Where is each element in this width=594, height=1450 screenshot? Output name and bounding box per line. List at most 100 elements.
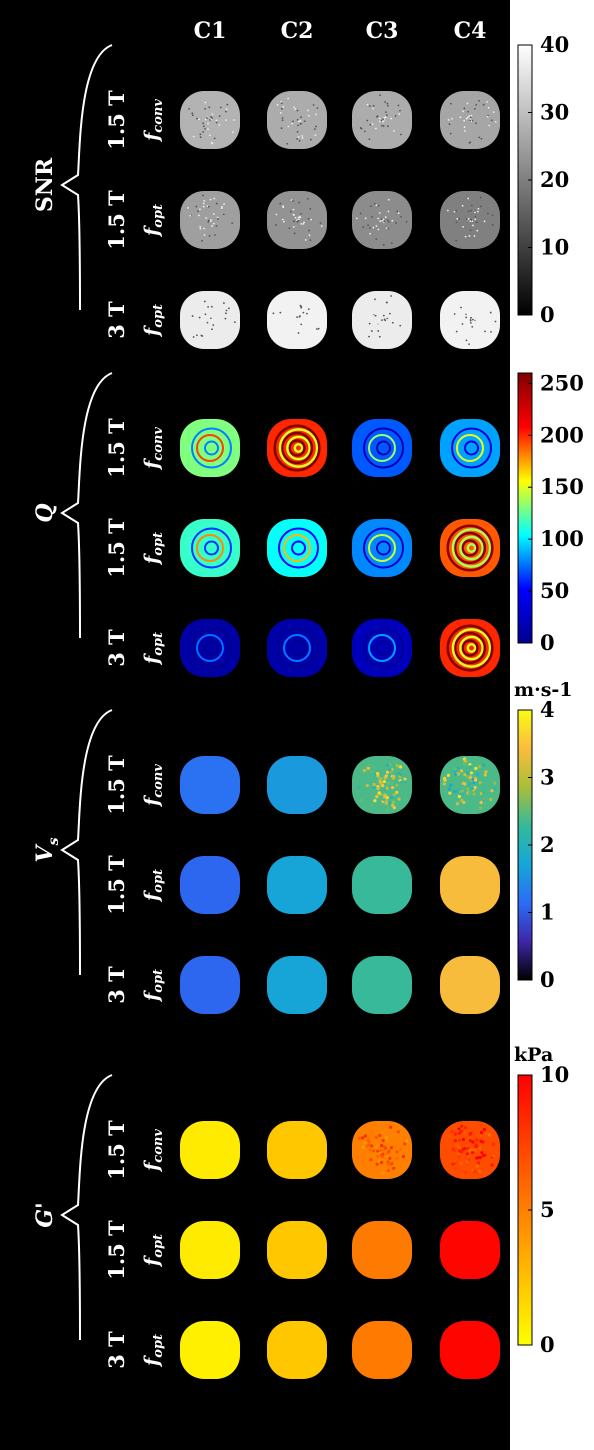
colorbar-tick-label: 200 [540,422,584,447]
wave-ring [278,627,319,669]
noise-dot [298,201,301,204]
noise-dot [375,225,378,227]
noise-dot [371,216,373,218]
noise-dot [363,314,366,317]
noise-dot [367,224,369,227]
noise-dot [493,781,497,785]
noise-dot [489,797,493,802]
noise-dot [491,1142,495,1146]
noise-dot [486,100,488,103]
noise-dot [462,800,466,804]
noise-dot [207,205,210,208]
phantom-disc [440,1321,500,1379]
noise-dot [379,94,382,97]
noise-dot [468,115,471,117]
noise-dot [477,207,480,210]
noise-dot [459,1143,463,1147]
colorbar-tick-label: 10 [540,1062,569,1087]
phantom-disc [267,956,327,1014]
noise-dot [219,106,222,109]
noise-dot [301,135,304,137]
noise-dot [291,200,294,202]
phantom-map [180,756,240,814]
noise-dot [213,197,216,200]
noise-dot [392,793,396,797]
noise-dot [471,1148,475,1152]
noise-dot [368,1148,372,1152]
row-field-label: 1.5 T [104,1120,129,1180]
noise-dot [372,296,375,299]
noise-dot [391,803,395,807]
noise-dot [403,1142,407,1146]
noise-dot [210,318,212,321]
wave-ring [446,524,494,572]
noise-dot [224,317,227,320]
noise-dot [225,119,227,122]
colorbar-tick-label: 0 [540,1332,555,1357]
noise-dot [281,218,284,221]
row-frequency-sub: opt [151,304,166,328]
noise-dot [465,771,470,775]
noise-dot [272,312,275,315]
row-field-label: 3 T [104,966,129,1004]
noise-dot [211,328,213,331]
noise-dot [359,798,363,803]
noise-dot [446,773,451,777]
noise-dot [491,1154,496,1158]
noise-dot [478,136,481,139]
column-headers: C1 C2 C3 C4 [194,18,487,44]
noise-dot [479,1130,484,1135]
colorbar-tick-label: 5 [540,1197,555,1222]
wave-ring [376,540,391,556]
noise-dot [377,322,379,325]
noise-dot [297,136,300,138]
wave-ring [451,528,492,568]
noise-dot [307,114,310,117]
wave-ring [191,527,232,569]
phantom-map [352,956,412,1014]
colorbar-tick-label: 30 [540,100,569,125]
noise-dot [202,131,205,133]
noise-dot [482,763,486,767]
noise-dot [382,780,387,784]
phantom-disc [180,1121,240,1179]
noise-dot [463,119,466,122]
noise-dot [453,313,456,315]
noise-dot [456,790,460,794]
noise-dot [382,798,387,802]
phantom-disc [180,1221,240,1279]
phantom-map [440,619,500,677]
row-field-label: 1.5 T [104,418,129,478]
noise-dot [386,102,389,105]
noise-dot [383,316,386,319]
noise-dot [483,801,487,806]
row-frequency-sub: opt [151,869,166,893]
noise-dot [320,225,323,228]
noise-dot [210,141,213,144]
noise-dot [382,125,385,127]
phantom-map [180,91,240,149]
noise-dot [220,207,223,210]
noise-dot [213,137,216,140]
noise-dot [477,765,482,769]
noise-dot [385,1139,389,1143]
noise-dot [463,1125,468,1130]
noise-dot [382,1145,387,1149]
noise-dot [396,210,399,213]
noise-dot [314,134,317,137]
phantom-disc [440,956,500,1014]
noise-dot [224,312,227,315]
noise-dot [297,219,300,222]
phantom-map [267,191,327,249]
figure-background [0,0,510,1450]
noise-dot [307,299,310,302]
noise-dot [463,301,466,304]
noise-dot [384,774,388,778]
phantom-disc [267,756,327,814]
noise-dot [296,109,299,112]
noise-dot [385,770,390,774]
noise-dot [372,104,375,107]
noise-dot [455,209,458,212]
noise-dot [207,219,210,222]
